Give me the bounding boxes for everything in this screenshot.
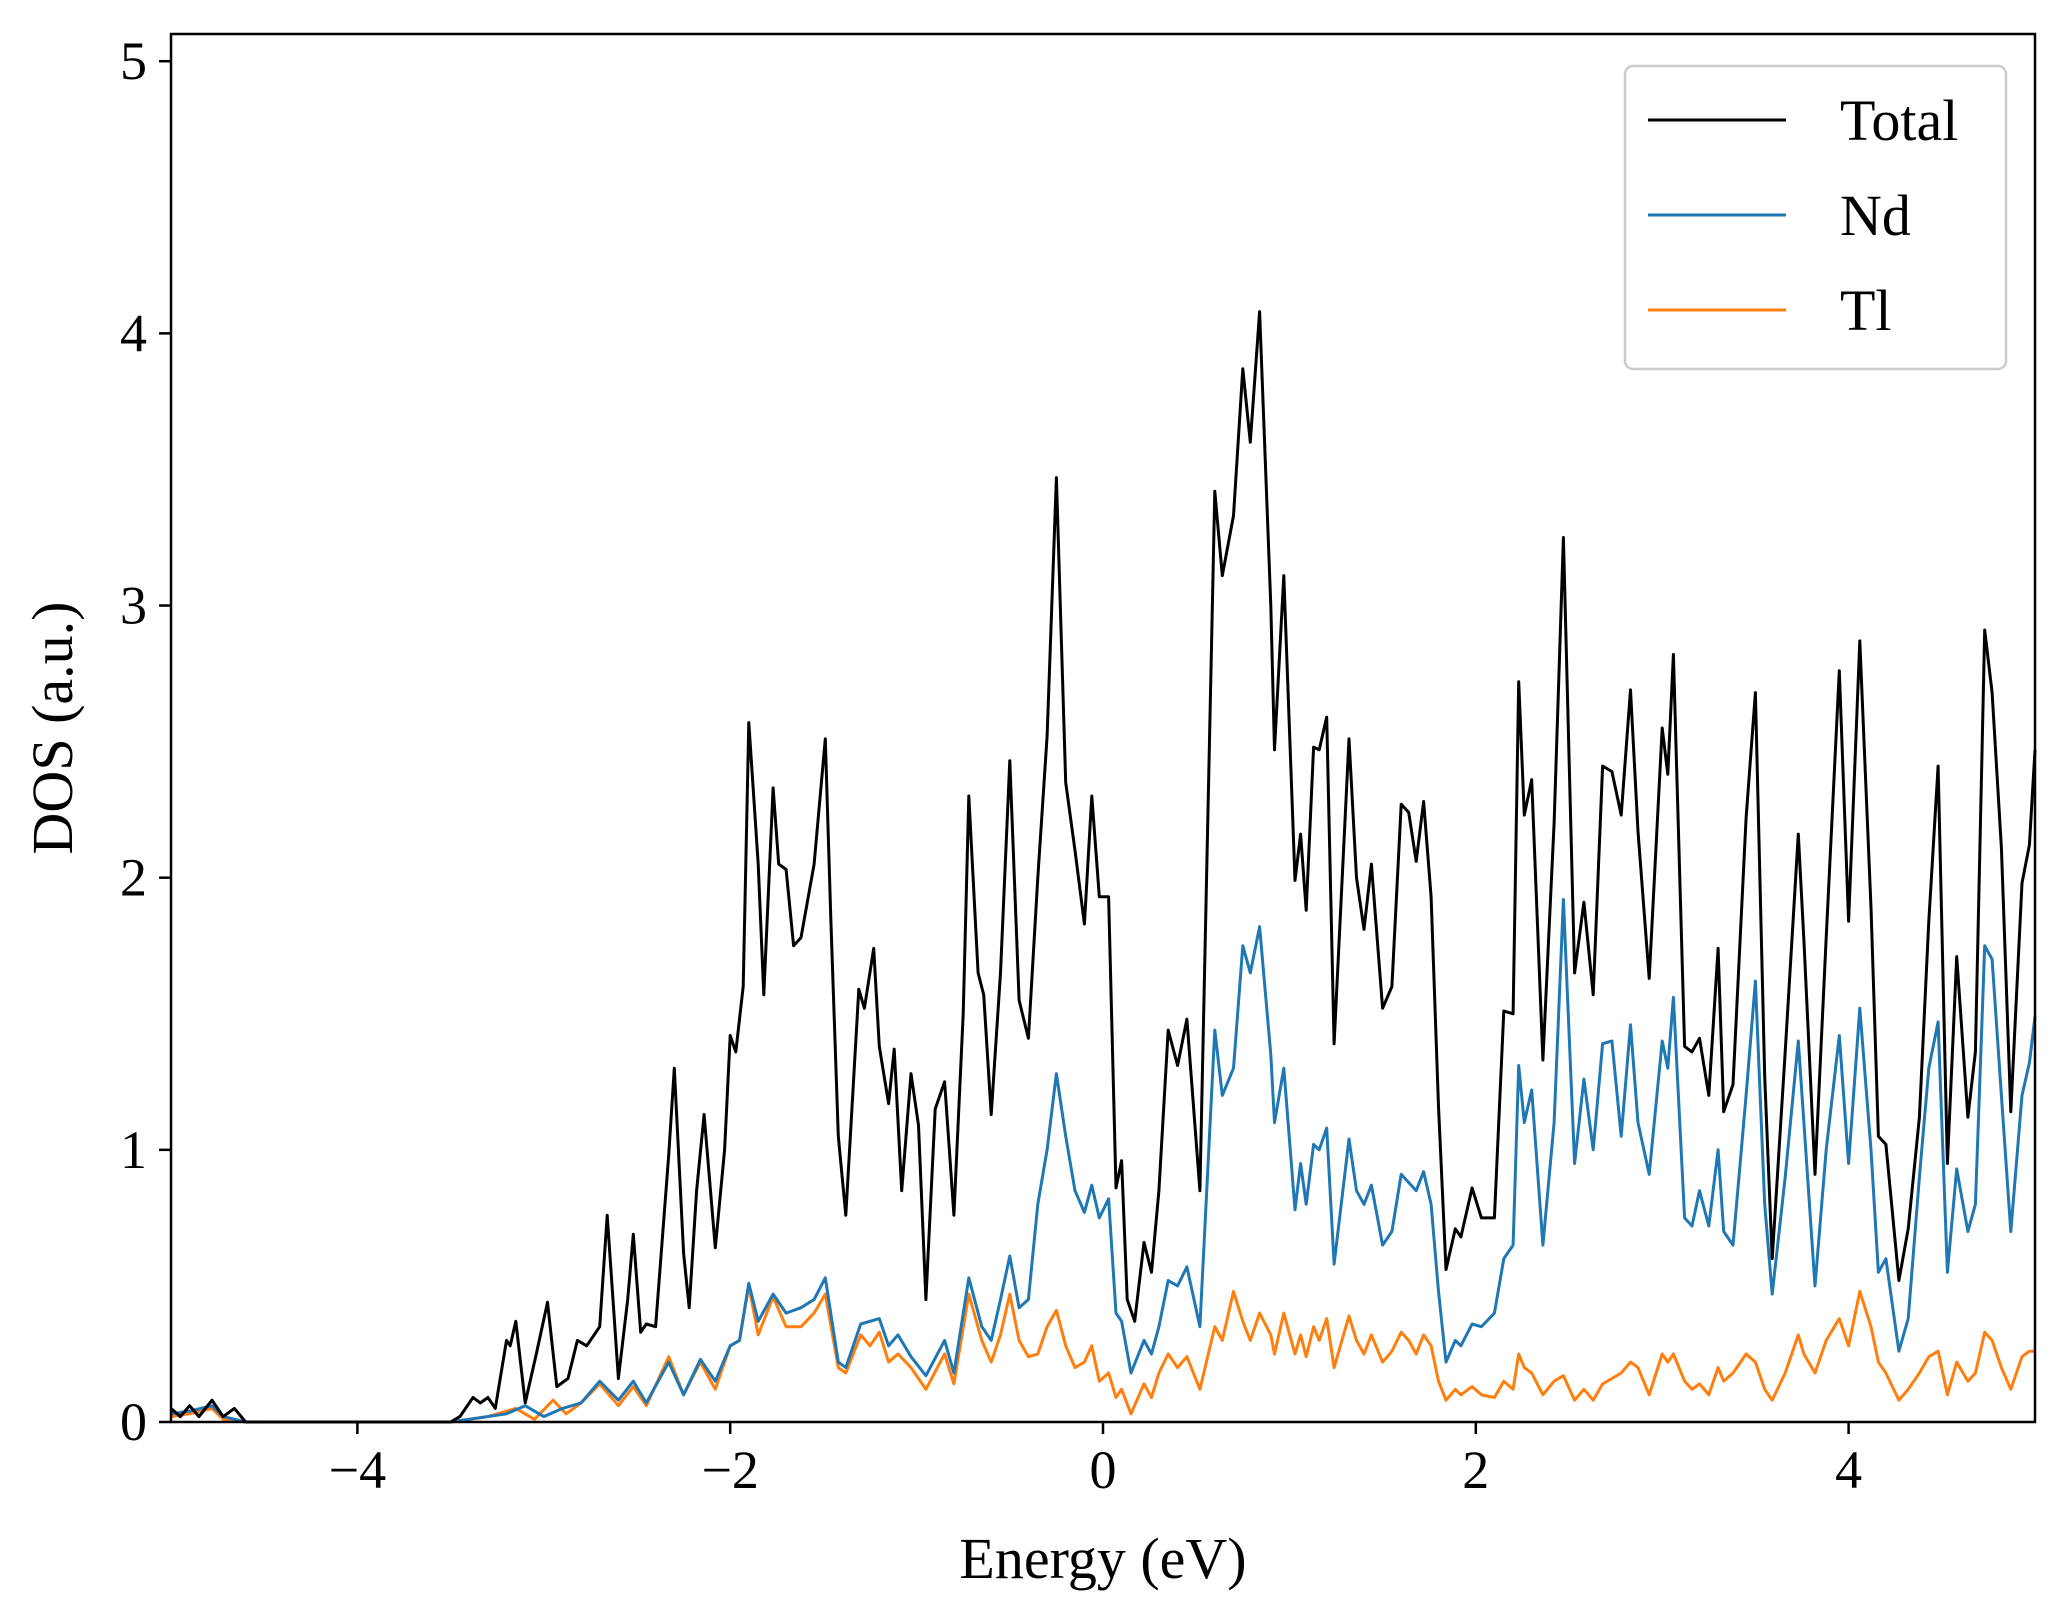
y-axis-label: DOS (a.u.) bbox=[20, 602, 85, 855]
y-tick-label: 3 bbox=[120, 576, 147, 636]
y-tick-label: 5 bbox=[120, 31, 147, 91]
legend-label-total: Total bbox=[1840, 88, 1958, 153]
series-line-total bbox=[170, 310, 2037, 1424]
y-tick-label: 4 bbox=[120, 303, 147, 363]
legend-label-nd: Nd bbox=[1840, 183, 1911, 248]
y-tick-label: 2 bbox=[120, 848, 147, 908]
series-line-tl bbox=[170, 1284, 2035, 1424]
legend-box bbox=[1623, 64, 2008, 371]
x-tick-label: −2 bbox=[701, 1440, 758, 1500]
y-tick-label: 0 bbox=[120, 1392, 147, 1452]
x-axis-label: Energy (eV) bbox=[959, 1526, 1246, 1591]
legend: Total Nd Tl bbox=[1623, 64, 2008, 371]
x-tick-label: 4 bbox=[1835, 1440, 1862, 1500]
y-tick-label: 1 bbox=[120, 1120, 147, 1180]
x-tick-label: −4 bbox=[329, 1440, 386, 1500]
series-line-nd bbox=[170, 898, 2037, 1424]
x-tick-label: 2 bbox=[1462, 1440, 1489, 1500]
x-tick-label: 0 bbox=[1090, 1440, 1117, 1500]
series-layer bbox=[170, 310, 2037, 1424]
legend-label-tl: Tl bbox=[1840, 278, 1892, 343]
ticks-layer: −4 −2 0 2 4 0 1 2 3 4 5 bbox=[120, 31, 1862, 1500]
